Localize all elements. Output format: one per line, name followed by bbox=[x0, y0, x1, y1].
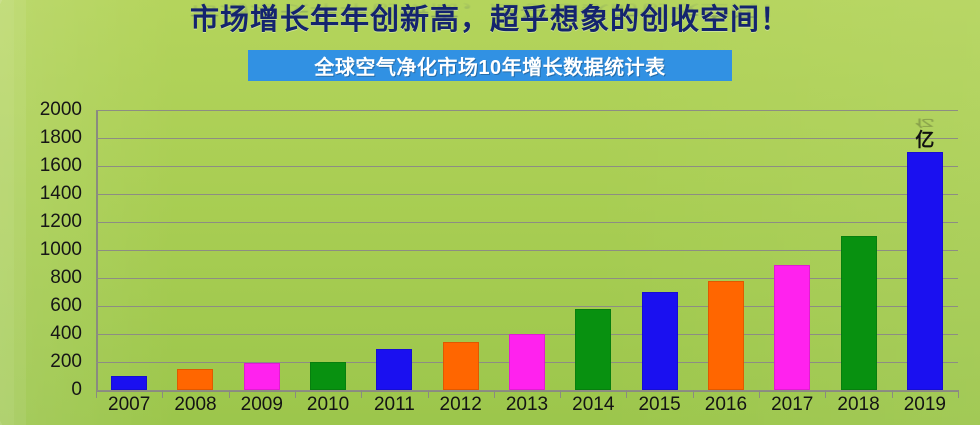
unit-label: 亿 bbox=[915, 130, 935, 151]
gridline bbox=[96, 250, 958, 251]
gridline bbox=[96, 306, 958, 307]
x-axis-tick-label: 2010 bbox=[306, 394, 350, 415]
x-axis-tick-label: 2012 bbox=[439, 394, 482, 415]
y-axis-tick-label: 1800 bbox=[39, 127, 82, 148]
bar-2010[interactable] bbox=[310, 362, 347, 390]
x-axis-tick-label: 2017 bbox=[771, 394, 814, 415]
subtitle-text: 全球空气净化市场10年增长数据统计表 bbox=[314, 57, 666, 79]
header: 市场增长年年创新高，超乎想象的创收空间！ 市场增长年年创新高，超乎想象的创收空间… bbox=[0, 0, 980, 92]
x-axis-tick bbox=[96, 390, 97, 398]
x-axis-tick bbox=[427, 390, 429, 398]
x-axis-tick bbox=[493, 390, 495, 398]
x-axis-tick bbox=[759, 390, 761, 398]
bar-2013[interactable] bbox=[509, 334, 545, 390]
bar-2012[interactable] bbox=[442, 342, 479, 390]
y-axis-tick-label: 600 bbox=[50, 295, 82, 316]
y-axis-tick-label: 800 bbox=[50, 267, 82, 288]
x-axis-tick-label: 2008 bbox=[174, 394, 217, 415]
x-axis-tick-label: 2007 bbox=[108, 394, 151, 415]
x-axis-tick-label: 2015 bbox=[638, 394, 681, 415]
x-axis-labels: 2007 2008 2009 2010 2011 2012 2013 2014 2015 2016… bbox=[96, 392, 958, 425]
y-axis-tick-label: 1400 bbox=[39, 183, 82, 204]
x-axis-tick bbox=[361, 390, 363, 398]
x-axis-tick bbox=[560, 390, 562, 398]
x-axis-tick bbox=[228, 390, 230, 398]
bar-2018[interactable] bbox=[840, 236, 877, 390]
x-axis-tick bbox=[626, 390, 628, 398]
bar-2008[interactable] bbox=[177, 369, 214, 390]
y-axis-tick-label: 2000 bbox=[39, 99, 82, 120]
y-axis-labels: 2000 1800 1600 1400 1200 1000 800 600 400 200 0 bbox=[0, 92, 88, 400]
y-axis-tick-label: 0 bbox=[71, 379, 82, 400]
x-axis-tick-label: 2019 bbox=[903, 394, 946, 415]
gridline bbox=[96, 166, 958, 167]
bar-2011[interactable] bbox=[376, 349, 413, 390]
y-axis-tick-label: 400 bbox=[50, 323, 82, 344]
bar-2007[interactable] bbox=[111, 376, 148, 390]
x-axis-tick bbox=[891, 390, 893, 398]
bar-2014[interactable] bbox=[575, 308, 612, 390]
gridline bbox=[96, 194, 958, 195]
gridline bbox=[96, 138, 958, 139]
bar-2009[interactable] bbox=[243, 363, 280, 390]
x-axis-tick-label: 2011 bbox=[373, 394, 415, 415]
bar-chart: 2000 1800 1600 1400 1200 1000 800 600 400 200 0 亿亿… bbox=[0, 92, 980, 425]
bar-2017[interactable] bbox=[774, 265, 811, 390]
page-title: 市场增长年年创新高，超乎想象的创收空间！ bbox=[189, 4, 790, 36]
y-axis-line bbox=[96, 110, 98, 392]
x-axis-tick bbox=[162, 390, 164, 398]
x-axis-tick-label: 2014 bbox=[572, 394, 615, 415]
gridline bbox=[96, 390, 958, 391]
y-axis-tick-label: 1200 bbox=[39, 211, 82, 232]
bar-2019[interactable] bbox=[906, 152, 943, 390]
gridline bbox=[96, 222, 958, 223]
gridline bbox=[96, 278, 958, 279]
bar-2015[interactable] bbox=[641, 292, 678, 390]
x-axis-tick bbox=[825, 390, 827, 398]
x-axis-line bbox=[96, 390, 958, 392]
subtitle-banner: 全球空气净化市场10年增长数据统计表 bbox=[248, 50, 732, 81]
x-axis-tick bbox=[294, 390, 296, 398]
gridline bbox=[96, 110, 958, 111]
y-axis-tick-label: 1600 bbox=[39, 155, 82, 176]
x-axis-tick-label: 2009 bbox=[240, 394, 283, 415]
x-axis-tick bbox=[692, 390, 694, 398]
x-axis-tick bbox=[958, 390, 959, 398]
bar-2016[interactable] bbox=[707, 280, 744, 390]
x-axis-tick-label: 2018 bbox=[837, 394, 880, 415]
y-axis-tick-label: 200 bbox=[50, 351, 82, 372]
x-axis-tick-label: 2016 bbox=[704, 394, 748, 415]
plot-area: 亿亿 bbox=[96, 92, 959, 398]
y-axis-tick-label: 1000 bbox=[39, 239, 82, 260]
x-axis-tick-label: 2013 bbox=[505, 394, 549, 415]
